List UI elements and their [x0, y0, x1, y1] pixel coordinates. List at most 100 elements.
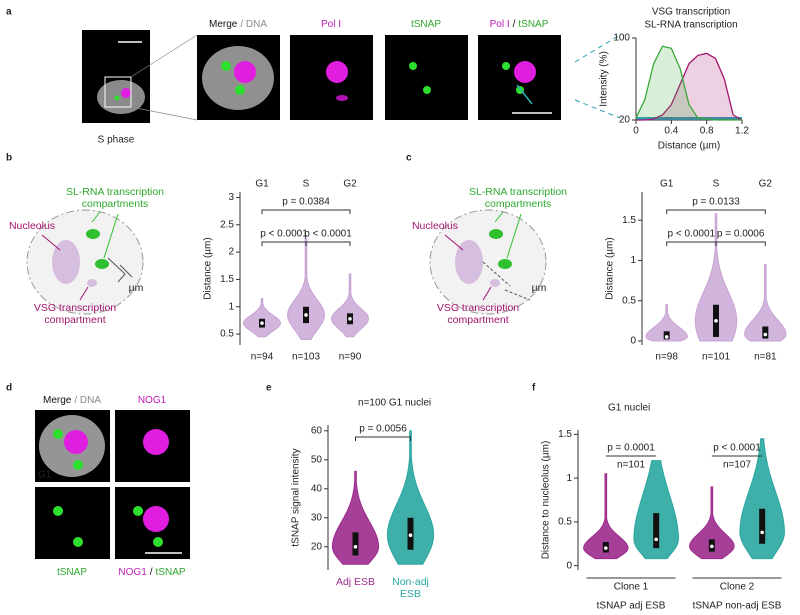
- micrograph-group: [35, 410, 190, 559]
- zoom-line: [130, 106, 198, 121]
- panel-letter: c: [406, 153, 412, 164]
- panel-letter: b: [6, 153, 12, 164]
- median: [763, 332, 768, 337]
- y-axis-label: Distance (µm): [203, 237, 214, 299]
- violin: [645, 304, 688, 342]
- spot: [234, 61, 256, 83]
- label-part: /: [150, 567, 153, 578]
- label-part: Merge: [43, 395, 72, 406]
- compartment-label: SL-RNA transcription compartments: [468, 186, 568, 210]
- p-value: p = 0.0006: [717, 229, 765, 240]
- spot: [73, 460, 83, 470]
- category-label: S: [303, 179, 310, 190]
- panel-letter: d: [6, 383, 12, 394]
- pointer: [494, 211, 504, 223]
- image-label: NOG1/tSNAP: [118, 567, 185, 578]
- median: [604, 546, 608, 550]
- y-tick-label: 1: [630, 255, 636, 266]
- panel-letter: e: [266, 383, 272, 394]
- spot: [53, 429, 63, 439]
- pointer: [79, 286, 89, 301]
- median: [714, 319, 718, 323]
- y-tick-label: 30: [311, 512, 323, 523]
- chart-title: G1 nuclei: [608, 403, 650, 414]
- p-value: p = 0.0001: [607, 443, 655, 454]
- micrograph: [35, 487, 110, 559]
- bracket: [666, 241, 717, 246]
- y-tick-label: 1: [228, 301, 234, 312]
- median: [654, 537, 658, 542]
- chart-title: n=100 G1 nuclei: [358, 398, 431, 409]
- p-value: p < 0.0001: [260, 229, 308, 240]
- y-tick-label: 1: [566, 473, 572, 484]
- label-part: tSNAP: [156, 567, 186, 578]
- legend-entry: SL-RNA transcription: [644, 20, 737, 31]
- label-part: / DNA: [74, 395, 101, 406]
- spot: [409, 62, 417, 70]
- label-part: tSNAP: [518, 19, 548, 30]
- y-tick-label: 1.5: [558, 429, 572, 440]
- pointer: [91, 211, 101, 223]
- spot: [114, 95, 120, 101]
- phase-label: S phase: [98, 135, 135, 146]
- category-label: G2: [759, 179, 773, 190]
- measure: [482, 261, 531, 301]
- median: [353, 545, 358, 549]
- y-tick-label: 20: [311, 541, 323, 552]
- label-part: Merge: [209, 19, 238, 30]
- legend-entry: VSG transcription: [652, 7, 730, 18]
- y-tick-label: 60: [311, 425, 323, 436]
- image-label: Pol I / tSNAP: [490, 19, 549, 30]
- bracket: [261, 241, 307, 246]
- y-axis-label: Distance to nucleolus (µm): [541, 441, 552, 560]
- profile-bar: [636, 117, 742, 120]
- violin: [744, 263, 787, 342]
- phase-label: G1: [38, 470, 52, 481]
- median: [304, 313, 308, 317]
- y-tick-label: 0: [630, 336, 636, 347]
- bracket: [305, 241, 351, 246]
- sl-rna-compartment: [489, 229, 503, 239]
- vsg-compartment: [490, 279, 500, 287]
- violin: [331, 273, 369, 338]
- p-value: p = 0.0384: [282, 197, 330, 208]
- panel-letter: f: [532, 383, 536, 394]
- violin: [583, 473, 629, 560]
- nucleolus-shape: [52, 240, 80, 284]
- bracket: [666, 209, 766, 214]
- y-tick-label: 1.5: [622, 215, 636, 226]
- x-tick-label: 0.4: [664, 126, 678, 137]
- median: [348, 316, 352, 321]
- n-label: n=94: [251, 352, 274, 363]
- y-tick-label: 0: [566, 560, 572, 571]
- vsg-label: VSG transcription compartment: [33, 302, 117, 326]
- category-label: G1: [255, 179, 269, 190]
- category-label: G2: [343, 179, 357, 190]
- diagram-c: [429, 209, 547, 315]
- cell-outline: [26, 209, 144, 315]
- line-series: [635, 45, 742, 121]
- y-tick-label: 40: [311, 483, 323, 494]
- y-tick-label: 0.5: [220, 329, 234, 340]
- category-label: Clone 1: [614, 582, 649, 593]
- label-part: Pol I: [490, 19, 510, 30]
- category-label: G1: [660, 179, 674, 190]
- label-part: NOG1: [118, 567, 147, 578]
- image-label: Merge / DNA: [43, 395, 101, 406]
- profile-line: [516, 84, 533, 105]
- category-label: Adj ESB: [335, 576, 376, 588]
- label-part: / DNA: [240, 19, 267, 30]
- category-label: Clone 2: [720, 582, 755, 593]
- y-tick-label: 50: [311, 454, 323, 465]
- spot: [153, 537, 163, 547]
- p-value: p = 0.0056: [359, 424, 407, 435]
- y-axis-label: tSNAP signal intensity: [291, 448, 302, 546]
- x-tick-label: 1.2: [735, 126, 749, 137]
- compartment-label: SL-RNA transcription compartments: [65, 186, 165, 210]
- nucleolus-label: Nucleolus: [8, 220, 56, 232]
- violin: [633, 460, 679, 560]
- violin: [287, 237, 325, 341]
- unit-label: µm: [128, 282, 144, 294]
- n-label: n=103: [292, 352, 321, 363]
